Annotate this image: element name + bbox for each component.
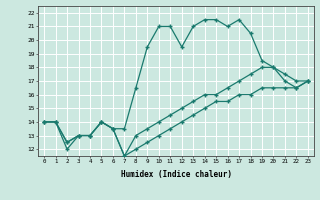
X-axis label: Humidex (Indice chaleur): Humidex (Indice chaleur)	[121, 170, 231, 179]
